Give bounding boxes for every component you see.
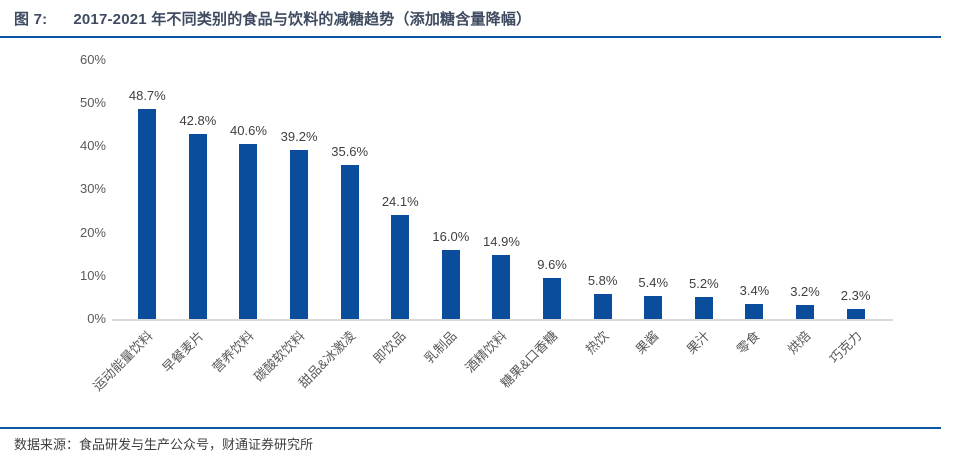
y-axis-tick-label: 20%: [79, 224, 106, 240]
bar-value-label: 5.8%: [587, 273, 618, 288]
y-axis-tick-label: 50%: [79, 95, 106, 111]
bar: [745, 304, 764, 319]
bar-value-label: 5.2%: [689, 276, 719, 291]
chart-column: 9.6% 糖果&口香糖: [498, 40, 578, 391]
bar: [593, 294, 612, 319]
x-axis-category-label: 烘焙: [784, 328, 814, 358]
y-axis-tick-label: 30%: [79, 181, 106, 197]
bar: [543, 278, 562, 319]
chart-column: 3.4% 零食: [729, 40, 780, 357]
plot-area: 48.7% 运动能量饮料 42.8% 早餐麦片 40.6% 营养饮料 39.2% 碳酸软饮料 3…: [90, 40, 881, 394]
x-axis-category-label: 运动能量饮料: [90, 328, 156, 394]
y-axis-tick-label: 10%: [79, 267, 106, 283]
x-axis-category-label: 早餐麦片: [159, 328, 207, 376]
bar-value-label: 9.6%: [537, 257, 567, 272]
x-axis-category-label: 乳制品: [421, 328, 460, 367]
bar: [694, 297, 713, 319]
bar-value-label: 40.6%: [230, 123, 267, 138]
bar-value-label: 16.0%: [432, 229, 470, 244]
x-axis-category-label: 巧克力: [826, 328, 865, 367]
bar-value-label: 48.7%: [128, 88, 166, 103]
bar: [290, 150, 309, 319]
chart-column: 14.9% 酒精饮料: [463, 40, 527, 375]
x-axis-category-label: 热饮: [582, 328, 612, 358]
chart-column: 39.2% 碳酸软饮料: [251, 40, 325, 385]
bar: [188, 134, 207, 319]
header-divider-line: [0, 36, 941, 38]
figure-header: 图 7: 2017-2021 年不同类别的食品与饮料的减糖趋势（添加糖含量降幅）: [14, 8, 941, 29]
bar: [492, 255, 511, 319]
figure-title: 2017-2021 年不同类别的食品与饮料的减糖趋势（添加糖含量降幅）: [73, 11, 532, 28]
y-axis-tick-label: 0%: [87, 311, 106, 326]
bar-value-label: 39.2%: [280, 129, 318, 144]
chart-column: 35.6% 甜品&冰激凌: [296, 40, 375, 391]
bar: [239, 144, 258, 319]
bar: [340, 165, 359, 319]
bar-value-label: 35.6%: [331, 144, 369, 159]
figure-number-label: 图 7:: [14, 11, 48, 28]
bar: [441, 250, 460, 319]
x-axis-category-label: 果酱: [632, 328, 662, 358]
bar-chart: 48.7% 运动能量饮料 42.8% 早餐麦片 40.6% 营养饮料 39.2% 碳酸软饮料 3…: [0, 40, 963, 420]
bar: [391, 215, 410, 319]
chart-column: 5.2% 果汁: [679, 40, 730, 357]
data-source-note: 数据来源：食品研发与生产公众号，财通证券研究所: [14, 437, 314, 452]
bar-value-label: 2.3%: [840, 288, 871, 303]
y-axis-tick-label: 60%: [79, 51, 106, 67]
chart-column: 16.0% 乳制品: [421, 40, 477, 366]
chart-column: 42.8% 早餐麦片: [159, 40, 224, 375]
bar-value-label: 24.1%: [381, 194, 419, 209]
bar: [796, 305, 815, 319]
chart-column: 24.1% 即饮品: [371, 40, 426, 366]
bar-value-label: 3.2%: [790, 284, 820, 299]
bar: [846, 309, 865, 319]
x-axis-category-label: 零食: [734, 328, 764, 358]
y-axis-tick-label: 40%: [79, 138, 106, 154]
bar-value-label: 3.4%: [739, 283, 770, 298]
chart-column: 3.2% 烘焙: [780, 40, 831, 357]
chart-column: 5.4% 果酱: [628, 40, 679, 357]
chart-column: 40.6% 营养饮料: [210, 40, 274, 375]
bar-value-label: 42.8%: [179, 113, 217, 128]
x-axis-category-label: 果汁: [683, 328, 713, 358]
x-axis-category-label: 酒精饮料: [462, 328, 511, 376]
x-axis-category-label: 即饮品: [370, 328, 409, 367]
chart-column: 5.8% 热饮: [577, 40, 628, 357]
bar-value-label: 14.9%: [483, 234, 520, 249]
chart-column: 2.3% 巧克力: [826, 40, 881, 366]
bar: [138, 109, 157, 319]
x-axis-line: [112, 319, 893, 321]
x-axis-category-label: 营养饮料: [209, 328, 258, 376]
chart-column: 48.7% 运动能量饮料: [90, 40, 173, 394]
bar: [644, 296, 663, 319]
footer-divider-line: [0, 427, 941, 429]
bar-value-label: 5.4%: [638, 275, 669, 290]
